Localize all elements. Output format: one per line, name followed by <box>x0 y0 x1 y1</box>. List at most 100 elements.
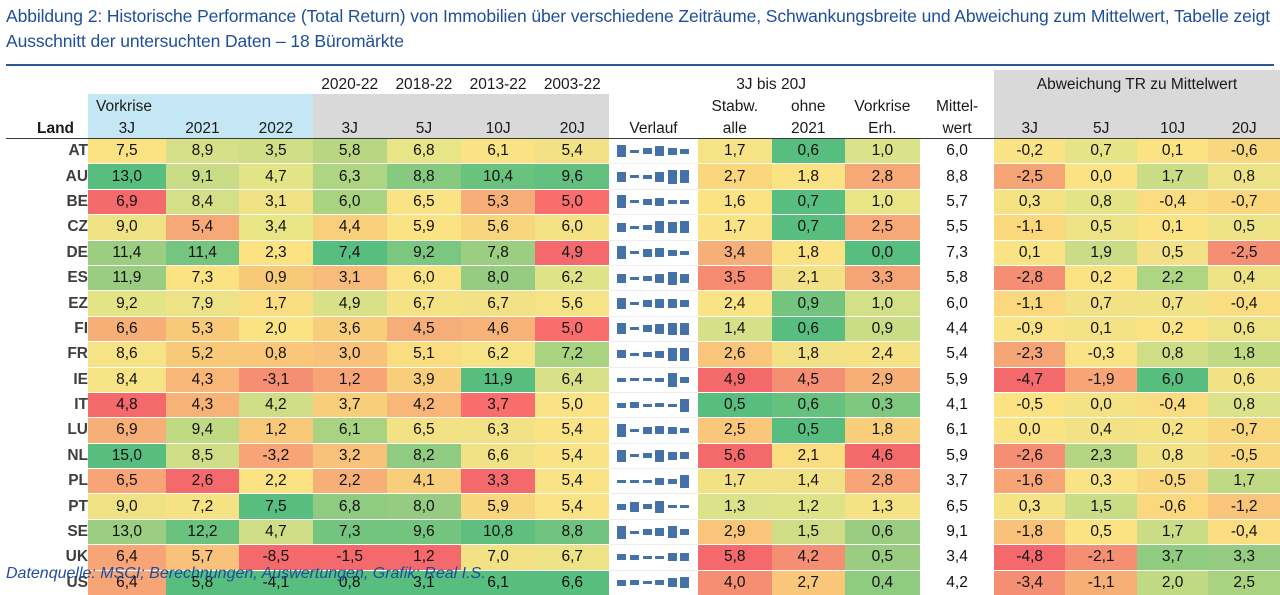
sparkline-bar <box>655 580 665 586</box>
sparkline-bar <box>655 273 665 283</box>
cell-vorkrise3j: 6,6 <box>88 316 166 343</box>
row-country-label: IE <box>6 367 89 393</box>
cell-tr20j: 5,0 <box>535 392 610 419</box>
sparkline-bar <box>642 148 652 155</box>
cell-y2021: 8,4 <box>165 189 240 216</box>
row-country-label: US <box>6 570 89 595</box>
cell-y2022: 3,1 <box>239 189 313 216</box>
cell-stabw_alle: 1,6 <box>697 189 772 216</box>
sparkline-cell <box>609 290 698 317</box>
sparkline-bar <box>667 199 677 204</box>
sparkline-bar <box>655 323 665 334</box>
cell-abw20j: -0,5 <box>1208 443 1280 470</box>
cell-abw5j: 0,2 <box>1065 265 1137 292</box>
column-header-row-1: Vorkrise Stabw. ohne Vorkrise Mittel- <box>6 94 1280 116</box>
cell-vorkrise3j: 6,4 <box>88 544 166 571</box>
cell-abw10j: 0,7 <box>1136 290 1209 317</box>
cell-tr10j: 6,1 <box>460 138 536 165</box>
sparkline-bar <box>630 302 640 306</box>
cell-stabw_alle: 0,5 <box>697 392 772 419</box>
cell-y2021: 7,9 <box>165 290 240 317</box>
cell-abw10j: 2,2 <box>1136 265 1209 292</box>
cell-vorkrise_erh: 0,3 <box>844 392 921 419</box>
cell-mittelwert: 5,5 <box>920 214 994 241</box>
cell-ohne2021: 0,6 <box>771 138 845 165</box>
cell-tr10j: 10,8 <box>460 519 536 546</box>
cell-y2021: 9,4 <box>165 417 240 444</box>
cell-vorkrise_erh: 1,8 <box>844 417 921 444</box>
sparkline-bar <box>617 273 627 283</box>
cell-tr10j: 6,6 <box>460 443 536 470</box>
sparkline-bar <box>642 403 652 407</box>
sparkline-bar <box>642 300 652 308</box>
sparkline-bars <box>617 496 690 518</box>
spacer <box>1065 94 1137 116</box>
cell-mittelwert: 3,7 <box>920 468 994 495</box>
cell-tr20j: 6,7 <box>535 544 610 571</box>
sparkline-bar <box>642 224 652 230</box>
cell-vorkrise3j: 8,4 <box>88 367 166 393</box>
cell-abw20j: -0,4 <box>1208 290 1280 317</box>
cell-mittelwert: 4,2 <box>920 570 994 595</box>
group-2003-22: 2003-22 <box>543 76 601 93</box>
row-country-label: PT <box>6 493 89 520</box>
table-row: IT 4,8 4,3 4,2 3,7 4,2 3,7 5,0 0,5 0,6 0,3 4,1 -0,5 0… <box>6 392 1280 419</box>
cell-abw10j: 0,2 <box>1136 316 1209 343</box>
sparkline-bars <box>617 318 690 340</box>
cell-tr3j: 6,1 <box>312 417 387 444</box>
table-row: PT 9,0 7,2 7,5 6,8 8,0 5,9 5,4 1,3 1,2 1,3 6,5 0,3 1,… <box>6 493 1280 520</box>
cell-tr3j: 3,2 <box>312 443 387 470</box>
sparkline-bar <box>667 505 677 509</box>
sparkline-bar <box>680 148 690 154</box>
cell-abw5j: -1,1 <box>1065 570 1137 595</box>
sparkline-bar <box>680 474 690 488</box>
table-row: FR 8,6 5,2 0,8 3,0 5,1 6,2 7,2 2,6 1,8 2,4 5,4 -2,3-… <box>6 341 1280 368</box>
group-stabw: 3J bis 20J <box>736 76 806 93</box>
cell-abw3j: -0,9 <box>993 316 1066 343</box>
cell-tr3j: 6,8 <box>312 493 387 520</box>
table-row: FI 6,6 5,3 2,0 3,6 4,5 4,6 5,0 1,4 0,6 0,9 4,4 -0,9 0… <box>6 316 1280 343</box>
cell-y2021: 11,4 <box>165 240 240 266</box>
sparkline-bar <box>667 372 677 387</box>
cell-tr5j: 4,1 <box>386 468 461 495</box>
figure-title: Abbildung 2: Historische Performance (To… <box>6 6 1270 51</box>
cell-abw10j: -0,5 <box>1136 468 1209 495</box>
cell-tr10j: 3,3 <box>460 468 536 495</box>
sparkline-cell <box>609 493 698 520</box>
cell-abw5j: 0,0 <box>1065 392 1137 419</box>
cell-tr5j: 9,2 <box>386 240 461 266</box>
sparkline-bar <box>667 347 677 361</box>
sparkline-bar <box>630 530 640 534</box>
cell-vorkrise3j: 9,0 <box>88 493 166 520</box>
cell-ohne2021: 1,4 <box>771 468 845 495</box>
cell-abw20j: 2,5 <box>1208 570 1280 595</box>
header-verlauf: Verlauf <box>629 120 678 137</box>
cell-abw3j: -1,1 <box>993 214 1066 241</box>
cell-tr5j: 8,2 <box>386 443 461 470</box>
spacer <box>460 94 536 116</box>
cell-y2022: 4,7 <box>239 519 313 546</box>
cell-tr3j: 3,1 <box>312 265 387 292</box>
spacer <box>239 70 312 94</box>
cell-mittelwert: 8,8 <box>920 163 994 190</box>
spacer <box>386 94 461 116</box>
cell-y2021: 5,8 <box>165 570 240 595</box>
header-vorkrise-erh-line2: Erh. <box>868 120 897 137</box>
sparkline-bar <box>680 273 690 283</box>
cell-tr5j: 6,0 <box>386 265 461 292</box>
sparkline-bars <box>617 419 690 441</box>
cell-stabw_alle: 2,7 <box>697 163 772 190</box>
cell-vorkrise_erh: 0,9 <box>844 316 921 343</box>
cell-stabw_alle: 1,7 <box>697 214 772 241</box>
cell-tr3j: 5,8 <box>312 138 387 165</box>
cell-stabw_alle: 4,0 <box>697 570 772 595</box>
sparkline-bar <box>655 426 665 435</box>
cell-tr20j: 5,4 <box>535 468 610 495</box>
cell-tr5j: 3,9 <box>386 367 461 393</box>
cell-abw10j: 0,5 <box>1136 240 1209 266</box>
table-row: UK 6,4 5,7 -8,5 -1,5 1,2 7,0 6,7 5,8 4,2 0,5 3,4 -4,… <box>6 544 1280 571</box>
cell-stabw_alle: 1,7 <box>697 468 772 495</box>
header-rule <box>6 138 1280 139</box>
cell-vorkrise3j: 6,9 <box>88 417 166 444</box>
sparkline-bar <box>667 526 677 539</box>
